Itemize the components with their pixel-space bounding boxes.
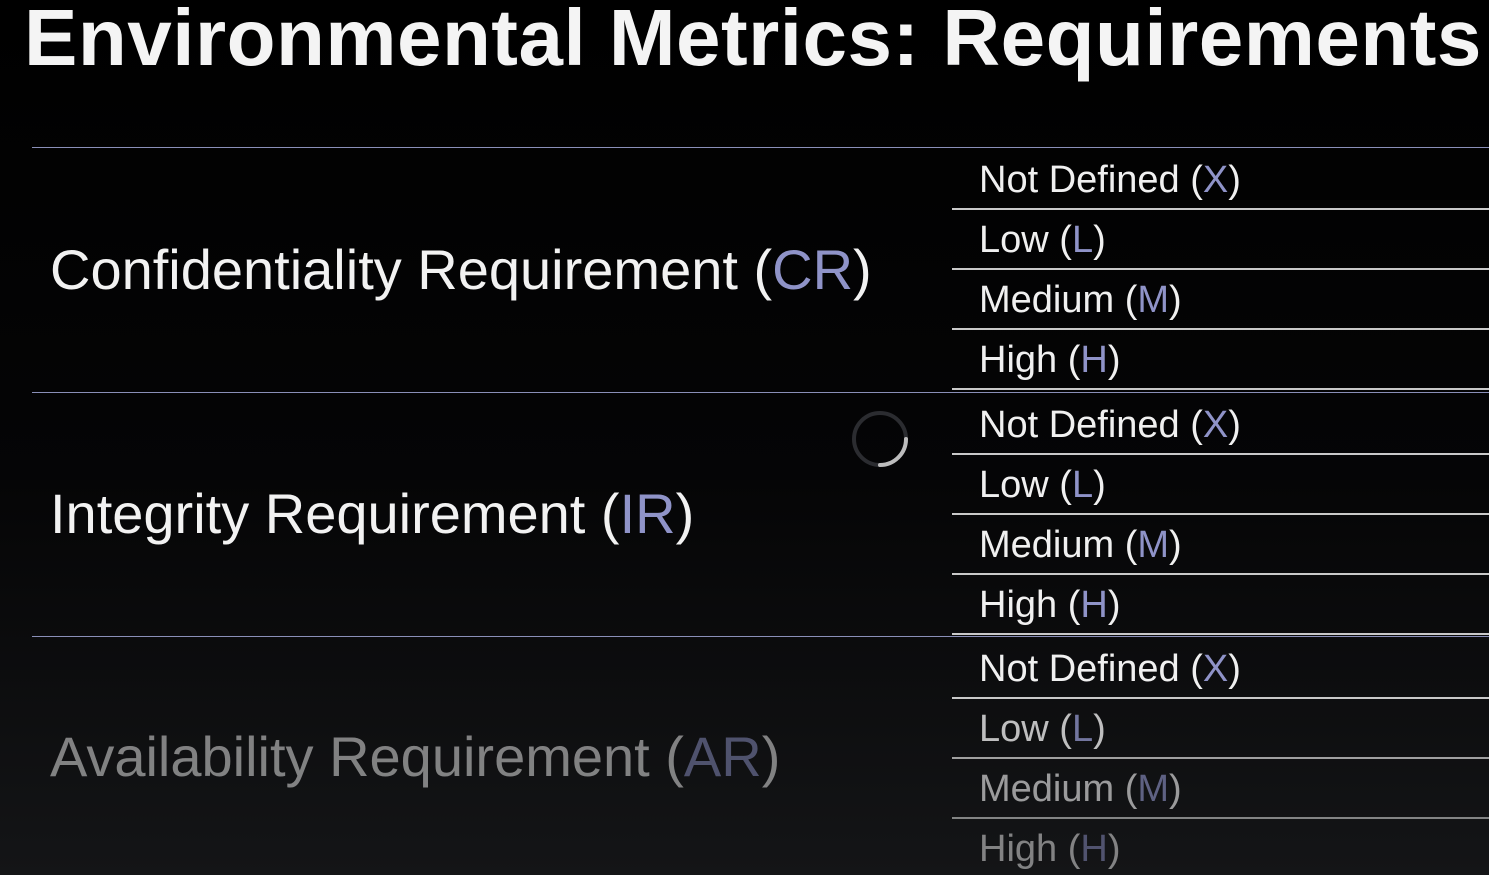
option-code: M bbox=[1137, 279, 1170, 321]
metric-abbr: AR bbox=[683, 725, 762, 788]
option-label: Low bbox=[979, 464, 1049, 506]
metric-abbr: IR bbox=[619, 482, 676, 545]
spinner-icon bbox=[852, 411, 908, 467]
section-divider bbox=[32, 636, 1489, 637]
option-cr-high[interactable]: High (H) bbox=[952, 330, 1489, 390]
option-label: Medium bbox=[979, 524, 1115, 566]
section-divider bbox=[32, 392, 1489, 393]
option-label: Low bbox=[979, 219, 1049, 261]
option-cr-medium[interactable]: Medium (M) bbox=[952, 270, 1489, 330]
option-label: Medium bbox=[979, 279, 1115, 321]
option-ir-medium[interactable]: Medium (M) bbox=[952, 515, 1489, 575]
option-code: X bbox=[1202, 404, 1229, 446]
metric-name-integrity: Integrity Requirement (IR) bbox=[50, 482, 695, 545]
option-code: L bbox=[1071, 708, 1094, 750]
option-code: X bbox=[1202, 648, 1229, 690]
option-code: L bbox=[1071, 219, 1094, 261]
option-label: Low bbox=[979, 708, 1049, 750]
option-code: M bbox=[1137, 524, 1170, 566]
option-ir-not-defined[interactable]: Not Defined (X) bbox=[952, 395, 1489, 455]
option-cr-low[interactable]: Low (L) bbox=[952, 210, 1489, 270]
option-ar-low[interactable]: Low (L) bbox=[952, 699, 1489, 759]
option-code: H bbox=[1080, 828, 1108, 870]
metric-label: Availability Requirement bbox=[50, 725, 650, 788]
metric-name-availability: Availability Requirement (AR) bbox=[50, 725, 781, 788]
option-label: High bbox=[979, 828, 1058, 870]
option-ar-not-defined[interactable]: Not Defined (X) bbox=[952, 639, 1489, 699]
option-code: H bbox=[1080, 584, 1108, 626]
option-code: M bbox=[1137, 768, 1170, 810]
option-label: High bbox=[979, 339, 1058, 381]
page-title: Environmental Metrics: Requirements bbox=[24, 0, 1482, 82]
option-code: X bbox=[1202, 159, 1229, 201]
option-code: H bbox=[1080, 339, 1108, 381]
metric-abbr: CR bbox=[772, 238, 854, 301]
option-label: High bbox=[979, 584, 1058, 626]
metric-label: Integrity Requirement bbox=[50, 482, 586, 545]
option-label: Not Defined bbox=[979, 159, 1180, 201]
option-ar-high[interactable]: High (H) bbox=[979, 828, 1121, 870]
option-ir-high[interactable]: High (H) bbox=[952, 575, 1489, 635]
option-label: Medium bbox=[979, 768, 1115, 810]
section-divider bbox=[32, 147, 1489, 148]
metric-label: Confidentiality Requirement bbox=[50, 238, 738, 301]
option-label: Not Defined bbox=[979, 404, 1180, 446]
option-label: Not Defined bbox=[979, 648, 1180, 690]
option-code: L bbox=[1071, 464, 1094, 506]
metric-name-confidentiality: Confidentiality Requirement (CR) bbox=[50, 238, 872, 301]
option-ar-medium[interactable]: Medium (M) bbox=[952, 759, 1489, 819]
option-cr-not-defined[interactable]: Not Defined (X) bbox=[952, 150, 1489, 210]
option-ir-low[interactable]: Low (L) bbox=[952, 455, 1489, 515]
